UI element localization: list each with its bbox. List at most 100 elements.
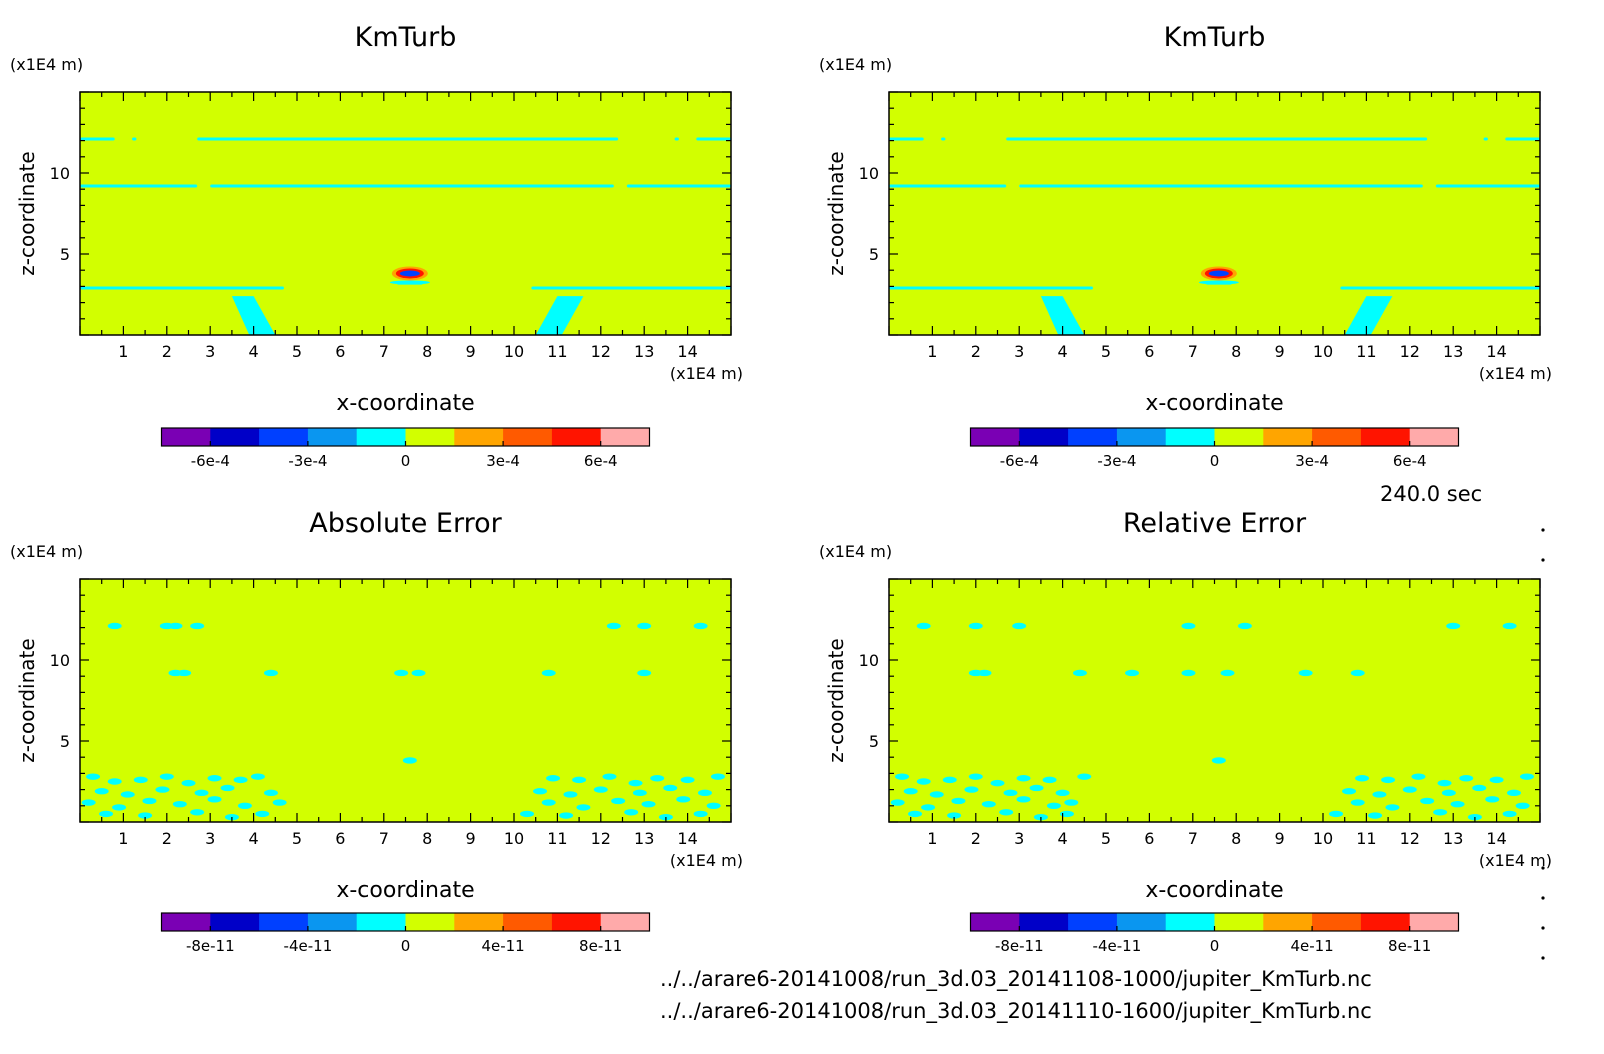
contour-spot (155, 786, 170, 793)
contour-spot (1003, 789, 1018, 797)
contour-spot (1411, 773, 1426, 780)
contour-spot (138, 812, 153, 819)
contour-spot (1181, 622, 1196, 630)
field-background (889, 92, 1540, 335)
contour-band (889, 137, 924, 141)
contour-spot (546, 775, 561, 782)
x-tick-label: 2 (971, 829, 981, 848)
colorbar-swatch (307, 428, 358, 446)
contour-spot (676, 796, 691, 803)
y-tick-label: 10 (50, 651, 70, 670)
contour-band (80, 184, 198, 188)
contour-spot (921, 804, 936, 811)
x-tick-label: 9 (466, 342, 476, 361)
contour-spot (207, 796, 222, 803)
contour-spot (402, 757, 417, 764)
colorbar-tick-label: -3e-4 (1097, 452, 1136, 470)
x-tick-label: 3 (1014, 829, 1024, 848)
x-tick-label: 4 (1058, 342, 1068, 361)
x-tick-label: 13 (1443, 829, 1463, 848)
contour-spot (411, 669, 426, 677)
contour-spot (1472, 784, 1487, 792)
contour-spot (981, 800, 996, 808)
x-tick-label: 3 (205, 829, 215, 848)
contour-spot (1237, 622, 1252, 630)
contour-spot (637, 622, 652, 630)
colorbar-tick-label: -6e-4 (1000, 452, 1039, 470)
contour-spot (1489, 776, 1504, 784)
contour-band (626, 184, 731, 188)
colorbar-swatch (307, 913, 358, 931)
colorbar-swatch (1068, 913, 1118, 931)
contour-spot (903, 788, 918, 795)
contour-band (1006, 137, 1428, 141)
colorbar-tick-label: 3e-4 (1295, 452, 1329, 470)
colorbar-tick-label: 8e-11 (579, 937, 622, 955)
contour-spot (947, 812, 962, 819)
chart-title: Relative Error (1123, 508, 1307, 539)
contour-spot (663, 784, 678, 792)
colorbar-tick-label: -4e-11 (1093, 937, 1142, 955)
contour-spot (263, 789, 278, 797)
x-axis-title: x-coordinate (1145, 391, 1283, 416)
x-tick-label: 14 (1486, 829, 1506, 848)
contour-band (210, 184, 614, 188)
contour-spot (1072, 669, 1087, 677)
contour-spot (1502, 622, 1517, 630)
x-tick-label: 6 (335, 829, 345, 848)
contour-spot (1441, 789, 1456, 797)
contour-spot (650, 775, 665, 782)
colorbar-swatch (1165, 913, 1215, 931)
contour-spot (563, 791, 578, 798)
y-unit-label: (x1E4 m) (10, 542, 83, 561)
contour-spot (1077, 773, 1092, 780)
contour-plume (535, 296, 584, 335)
contour-spot (207, 775, 222, 782)
contour-spot (1211, 757, 1226, 764)
colorbar-swatch (503, 428, 553, 446)
contour-band (941, 137, 946, 141)
contour-spot (1012, 622, 1027, 630)
contour-spot (1042, 776, 1057, 784)
marker-dot (1541, 956, 1545, 960)
x-tick-label: 12 (1400, 342, 1420, 361)
colorbar-swatch (259, 428, 309, 446)
x-tick-label: 4 (1058, 829, 1068, 848)
colorbar-swatch (161, 913, 211, 931)
contour-spot (968, 773, 983, 780)
x-tick-label: 8 (422, 829, 432, 848)
chart-title: Absolute Error (309, 508, 502, 539)
contour-spot (916, 778, 931, 785)
x-tick-label: 14 (677, 829, 697, 848)
x-tick-label: 10 (504, 342, 524, 361)
contour-spot (1329, 810, 1344, 818)
contour-spot (1459, 775, 1474, 782)
colorbar-tick-label: 0 (1210, 452, 1220, 470)
contour-spot (237, 802, 252, 809)
contour-spot (1298, 669, 1313, 677)
contour-spot (628, 779, 643, 787)
contour-spot (697, 789, 712, 797)
colorbar-swatch (356, 913, 406, 931)
time-label: 240.0 sec (1380, 482, 1483, 506)
colorbar-swatch (1312, 428, 1362, 446)
y-axis-title: z-coordinate (824, 638, 848, 762)
x-tick-label: 5 (1101, 342, 1111, 361)
contour-spot (1372, 791, 1387, 798)
contour-plume (1040, 296, 1085, 335)
colorbar-swatch (1360, 913, 1411, 931)
colorbar-swatch (551, 428, 602, 446)
contour-spot (107, 622, 122, 630)
y-axis-title: z-coordinate (15, 638, 39, 762)
y-unit-label: (x1E4 m) (10, 55, 83, 74)
y-tick-label: 5 (60, 245, 70, 264)
contour-spot (606, 622, 621, 630)
colorbar: -6e-4 -3e-4 0 3e-4 6e-4 (160, 427, 651, 470)
marker-dot (1541, 558, 1545, 562)
contour-spot (1350, 669, 1365, 677)
chart-panel-4: Relative Error(x1E4 m)1 2 3 4 5 6 7 8 9 10 11 12 13 1… (819, 508, 1552, 955)
colorbar-tick-label: -8e-11 (995, 937, 1044, 955)
x-tick-label: 14 (1486, 342, 1506, 361)
x-tick-label: 4 (249, 342, 259, 361)
